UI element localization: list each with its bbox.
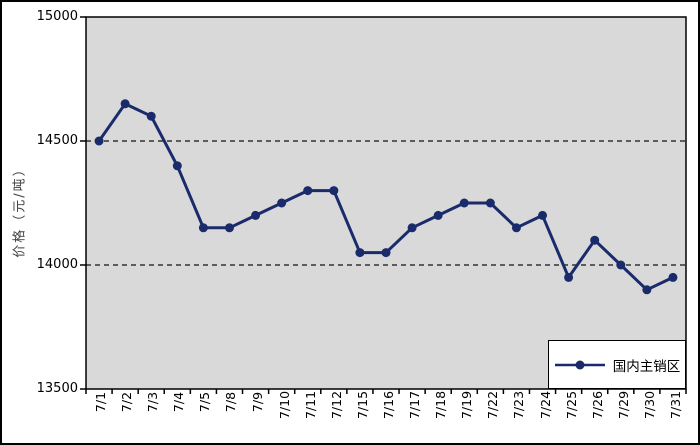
data-point: [251, 210, 261, 220]
chart-canvas: [80, 16, 687, 394]
x-tick-label: 7/31: [667, 390, 683, 420]
data-point: [538, 210, 548, 220]
data-point: [616, 260, 626, 270]
data-point: [277, 198, 287, 208]
data-point: [642, 285, 652, 295]
plot-border: [85, 16, 687, 390]
data-point: [303, 186, 313, 196]
y-tick-label: 14000: [36, 257, 78, 272]
y-tick-label: 15000: [36, 9, 78, 24]
data-point: [407, 223, 417, 233]
data-point: [329, 186, 339, 196]
data-point: [564, 272, 574, 282]
data-point: [459, 198, 469, 208]
x-tick-label: 7/30: [641, 390, 657, 420]
x-tick-label: 7/16: [381, 390, 397, 420]
legend: 国内主销区: [548, 340, 686, 389]
y-tick-label: 14500: [36, 133, 78, 148]
plot-background: [86, 17, 686, 389]
data-point: [485, 198, 495, 208]
x-tick-label: 7/23: [511, 390, 527, 420]
x-tick-label: 7/10: [276, 390, 292, 420]
x-tick-label: 7/22: [485, 390, 501, 420]
x-tick-label: 7/8: [223, 391, 239, 413]
plot-area: [80, 16, 687, 394]
data-point: [172, 161, 182, 171]
x-tick-label: 7/24: [537, 390, 553, 420]
x-tick-label: 7/11: [302, 390, 318, 420]
data-point: [590, 235, 600, 245]
data-point: [224, 223, 234, 233]
x-tick-label: 7/4: [171, 391, 187, 413]
x-tick-label: 7/15: [354, 390, 370, 420]
x-tick-label: 7/26: [589, 390, 605, 420]
data-point: [198, 223, 208, 233]
data-point: [511, 223, 521, 233]
data-point: [94, 136, 104, 146]
x-tick-label: 7/2: [119, 391, 135, 413]
y-tick-label: 13500: [36, 381, 78, 396]
data-point: [355, 248, 365, 258]
legend-series-label: 国内主销区: [612, 358, 681, 375]
x-tick-label: 7/17: [407, 390, 423, 420]
x-tick-label: 7/5: [197, 391, 213, 413]
x-tick-label: 7/29: [615, 390, 631, 420]
x-tick-label: 7/25: [563, 390, 579, 420]
x-tick-label: 7/1: [93, 391, 109, 413]
x-tick-label: 7/19: [459, 390, 475, 420]
data-point: [146, 111, 156, 121]
y-axis-title: 价格（元/吨）: [12, 160, 28, 258]
x-tick-label: 7/9: [249, 391, 265, 413]
data-point: [433, 210, 443, 220]
x-tick-label: 7/12: [328, 390, 344, 420]
data-point: [668, 272, 678, 282]
legend-line-marker-icon: [554, 360, 605, 369]
x-tick-label: 7/3: [145, 391, 161, 413]
x-tick-label: 7/18: [433, 390, 449, 420]
data-point: [381, 248, 391, 258]
data-point: [120, 99, 130, 109]
